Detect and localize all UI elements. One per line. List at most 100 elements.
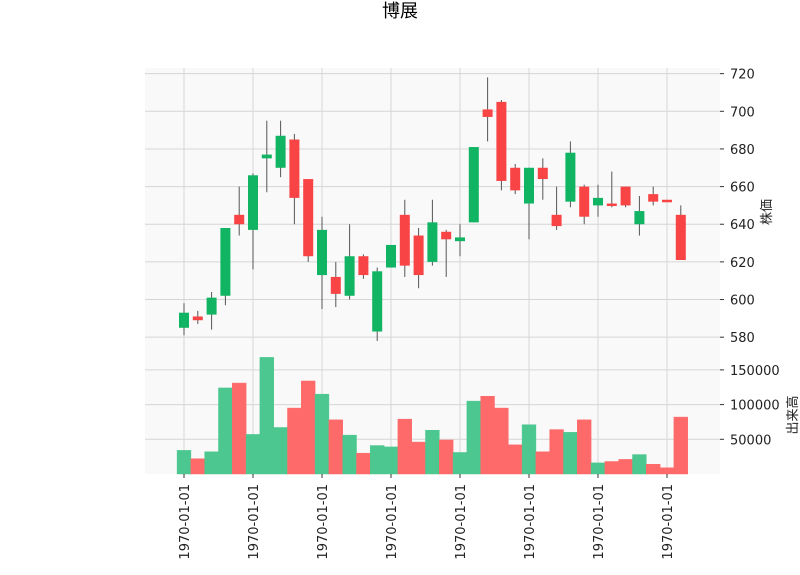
volume-bar — [521, 424, 537, 475]
candle-body — [206, 297, 217, 315]
volume-bar — [452, 452, 468, 475]
volume-bar — [232, 382, 247, 475]
volume-axis: 50000 100000 150000 — [720, 364, 780, 448]
candle-body — [399, 214, 410, 266]
x-tick-label: 1970-01-01 — [178, 484, 193, 560]
candle-body — [455, 237, 465, 242]
volume-bar — [673, 416, 688, 475]
grid — [145, 68, 720, 474]
x-tick-label: 1970-01-01 — [661, 484, 676, 560]
volume-tick-label: 100000 — [730, 399, 780, 414]
candle-body — [372, 271, 383, 332]
volume-bar — [176, 450, 192, 475]
volume-bar — [659, 467, 675, 475]
candle-body — [468, 147, 479, 223]
volume-bar — [370, 445, 385, 475]
candle-body — [606, 203, 617, 207]
candle-body — [662, 199, 672, 203]
volume-bar — [439, 439, 454, 475]
price-tick-label: 680 — [730, 143, 755, 158]
candle-body — [303, 179, 314, 257]
candle-body — [289, 139, 300, 198]
volume-bar — [301, 380, 316, 475]
volume-bar — [397, 418, 412, 475]
candle-body — [234, 214, 245, 225]
volume-bar — [466, 400, 481, 475]
candle-body — [634, 211, 645, 225]
price-axis-label: 株価 — [760, 199, 775, 225]
x-tick-label: 1970-01-01 — [592, 484, 607, 560]
candle-body — [565, 152, 576, 202]
volume-bar — [577, 419, 592, 475]
candle-body — [593, 197, 603, 206]
candle-body — [317, 229, 327, 276]
x-tick-label: 1970-01-01 — [454, 484, 469, 560]
volume-bar — [204, 451, 219, 475]
x-tick-label: 1970-01-01 — [247, 484, 262, 560]
x-tick-label: 1970-01-01 — [523, 484, 538, 560]
candle-body — [330, 276, 341, 294]
x-axis: 1970-01-01 1970-01-01 1970-01-01 1970-01-01… — [178, 474, 676, 560]
candle-body — [358, 256, 369, 276]
candle-body — [510, 167, 521, 191]
volume-bar — [535, 451, 550, 475]
price-tick-label: 620 — [730, 256, 755, 271]
volume-bar — [245, 434, 261, 475]
volume-bar — [190, 458, 205, 475]
x-tick-label: 1970-01-01 — [316, 484, 331, 560]
volume-bar — [287, 407, 302, 475]
volume-bar — [383, 446, 399, 475]
volume-bar — [259, 357, 274, 475]
price-tick-label: 720 — [730, 68, 755, 83]
volume-bar — [508, 444, 523, 475]
candle-body — [441, 231, 452, 240]
volume-tick-label: 150000 — [730, 364, 780, 379]
volume-bar — [356, 452, 371, 475]
candle-body — [386, 244, 396, 268]
volume-tick-label: 50000 — [730, 433, 771, 448]
candle-body — [648, 194, 659, 202]
volume-bar — [411, 441, 426, 475]
price-tick-label: 640 — [730, 218, 755, 233]
candle-body — [344, 256, 355, 296]
candle-body — [275, 135, 286, 168]
volume-bars — [176, 357, 688, 475]
volume-bar — [618, 459, 633, 475]
volume-axis-label: 出来高 — [785, 395, 800, 434]
candle-body — [192, 316, 203, 321]
candle-body — [427, 222, 438, 262]
volume-bar — [632, 454, 647, 475]
candle-body — [675, 214, 686, 260]
price-tick-label: 580 — [730, 331, 755, 346]
candle-body — [261, 154, 272, 159]
x-tick-label: 1970-01-01 — [385, 484, 400, 560]
candle-body — [551, 214, 562, 227]
volume-bar — [604, 461, 619, 475]
volume-bar — [218, 387, 233, 475]
volume-bar — [328, 419, 343, 475]
volume-bar — [425, 430, 440, 475]
volume-bar — [480, 396, 495, 475]
candle-body — [579, 186, 590, 217]
candle-body — [496, 101, 507, 181]
candle-body — [248, 175, 258, 230]
price-tick-label: 600 — [730, 294, 755, 309]
candle-body — [524, 167, 534, 204]
volume-bar — [314, 393, 330, 475]
volume-bar — [590, 462, 606, 475]
price-tick-label: 700 — [730, 105, 755, 120]
chart-title: 博展 — [382, 1, 418, 22]
candle-body — [537, 167, 548, 180]
volume-bar — [342, 434, 357, 475]
volume-bar — [563, 432, 578, 475]
candle-body — [179, 312, 189, 328]
candles — [179, 77, 686, 341]
candle-body — [482, 109, 493, 117]
price-axis: 580 600 620 640 660 680 700 720 — [720, 68, 755, 346]
candle-body — [220, 228, 231, 296]
price-tick-label: 660 — [730, 181, 755, 196]
volume-bar — [273, 427, 288, 475]
candle-body — [620, 186, 631, 206]
candle-body — [413, 235, 424, 276]
